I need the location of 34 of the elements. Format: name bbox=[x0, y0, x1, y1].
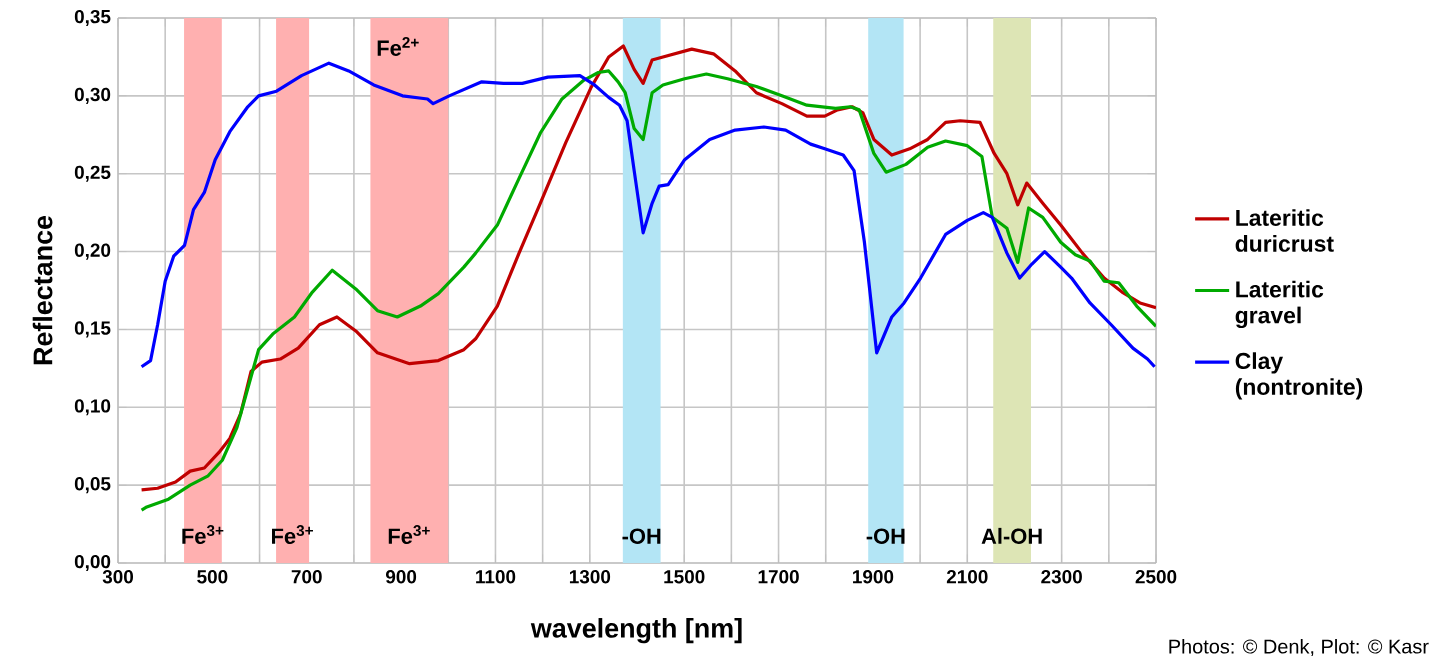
y-tick-label: 0,05 bbox=[74, 477, 111, 494]
legend-label: Lateritic duricrust bbox=[1235, 209, 1334, 252]
x-tick-label: 700 bbox=[291, 570, 322, 584]
x-tick-label: 900 bbox=[385, 570, 417, 584]
band-label: Fe$^{3+}$ bbox=[182, 525, 224, 544]
x-tick-label: 2300 bbox=[1041, 570, 1082, 584]
y-tick-label: 0,25 bbox=[74, 165, 111, 182]
x-tick-label: 1500 bbox=[664, 570, 705, 584]
legend-label: Clay (nontronite) bbox=[1235, 352, 1363, 400]
x-axis-title: wavelength [nm] bbox=[530, 618, 742, 644]
band-label: -OH bbox=[866, 528, 905, 544]
band-label: Al-OH bbox=[981, 527, 1042, 544]
y-axis-title: Reflectance bbox=[32, 215, 53, 365]
band-label: Fe$^{3+}$ bbox=[272, 525, 313, 544]
x-tick-label: 1900 bbox=[853, 570, 894, 584]
x-tick-label: 300 bbox=[102, 570, 134, 584]
y-tick-label: 0,20 bbox=[74, 243, 111, 260]
x-tick-label: 2500 bbox=[1135, 570, 1177, 584]
x-tick-label: 2100 bbox=[946, 570, 988, 584]
annotation: Fe$^{2+}$ bbox=[377, 37, 419, 56]
x-tick-label: 500 bbox=[197, 570, 228, 584]
legend-label: Lateritic gravel bbox=[1235, 280, 1324, 329]
x-tick-label: 1100 bbox=[476, 570, 516, 584]
line-series bbox=[139, 61, 1157, 369]
band-label: -OH bbox=[622, 528, 661, 544]
x-tick-label: 1300 bbox=[569, 570, 611, 584]
text: Photos: © Denk, Plot: © Kasr bbox=[1169, 638, 1429, 656]
y-tick-label: 0,00 bbox=[74, 554, 111, 572]
y-tick-label: 0,35 bbox=[74, 9, 111, 27]
x-tick-label: 1700 bbox=[758, 570, 799, 584]
y-tick-label: 0,10 bbox=[74, 399, 111, 416]
band-label: Fe$^{3+}$ bbox=[388, 525, 430, 544]
y-tick-label: 0,15 bbox=[74, 321, 111, 338]
y-tick-label: 0,30 bbox=[74, 87, 111, 104]
